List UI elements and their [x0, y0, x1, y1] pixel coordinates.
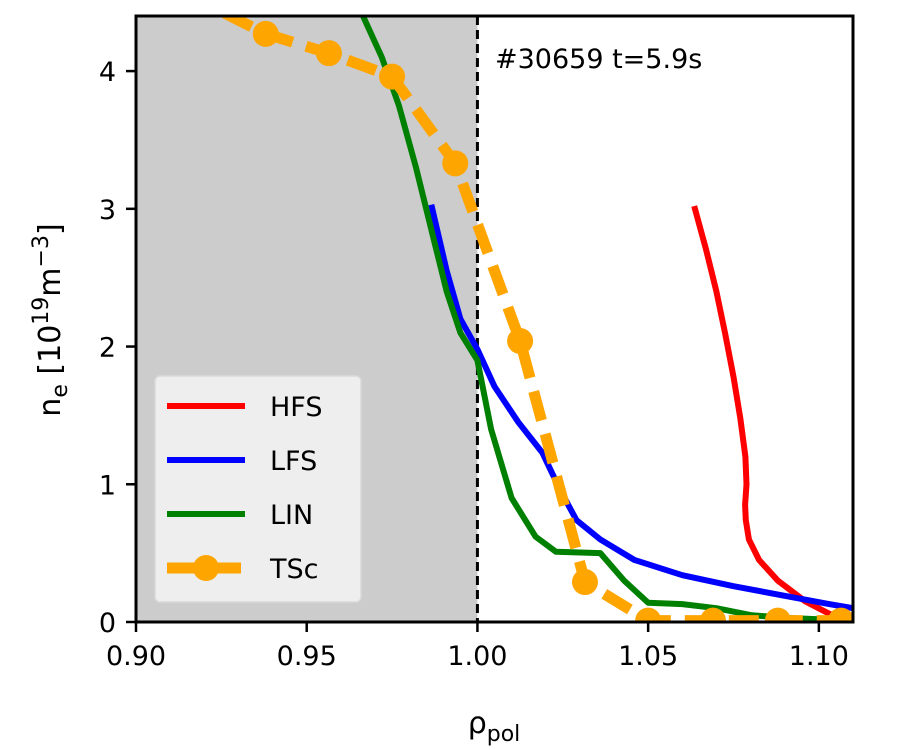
y-tick-label: 4 — [99, 57, 116, 88]
series-point-tsc — [828, 607, 853, 622]
series-line-hfs — [691, 205, 844, 622]
y-axis-label-exp2: −3 — [29, 235, 54, 267]
legend-entry-tsc: TSc — [167, 554, 318, 585]
x-tick-label: 1.10 — [789, 641, 849, 672]
y-axis-label-unit-suffix: ] — [33, 223, 68, 235]
legend-label: LIN — [270, 500, 313, 531]
x-tick-label: 1.00 — [447, 641, 507, 672]
legend: HFS LFS LIN TSc — [154, 375, 362, 603]
x-axis-label-main: ρ — [468, 706, 487, 741]
y-axis-label-unit-mid: m — [33, 267, 68, 296]
series-point-tsc — [379, 63, 406, 90]
y-axis-label-base: n — [33, 398, 68, 417]
legend-entry-hfs: HFS — [167, 392, 323, 423]
legend-entry-lin: LIN — [167, 500, 313, 531]
y-tick-label: 0 — [99, 608, 116, 639]
series-point-tsc — [507, 328, 534, 355]
series-point-tsc — [442, 150, 469, 177]
x-axis-label-sub: pol — [487, 722, 521, 747]
y-tick-label: 3 — [99, 195, 116, 226]
y-axis-label-exp1: 19 — [29, 297, 54, 325]
series-point-tsc — [571, 569, 598, 596]
x-axis-label: ρpol — [468, 706, 521, 747]
series-point-tsc — [315, 40, 342, 67]
axis-ticks: 0.90 0.95 1.00 1.05 1.10 0 1 2 3 4 — [99, 57, 849, 672]
legend-marker — [193, 555, 219, 581]
legend-box — [154, 375, 362, 603]
x-tick-label: 0.90 — [106, 641, 166, 672]
series-line-lin — [360, 16, 853, 622]
legend-label: LFS — [270, 446, 317, 477]
series-point-tsc — [635, 607, 662, 622]
legend-label: TSc — [269, 554, 318, 585]
legend-entry-lfs: LFS — [167, 446, 317, 477]
y-tick-label: 2 — [99, 333, 116, 364]
series-line-lfs — [428, 204, 853, 612]
series-point-tsc — [700, 607, 727, 622]
x-tick-label: 0.95 — [277, 641, 337, 672]
legend-label: HFS — [270, 392, 323, 423]
y-axis-label: ne [1019m−3] — [29, 223, 73, 416]
series-point-tsc — [252, 20, 279, 47]
y-axis-label-base-sub: e — [48, 384, 73, 398]
y-tick-label: 1 — [99, 470, 116, 501]
shot-annotation: #30659 t=5.9s — [495, 44, 702, 75]
x-tick-label: 1.05 — [618, 641, 678, 672]
plot-frame — [134, 14, 855, 624]
series-point-tsc — [764, 607, 791, 622]
y-axis-label-unit-prefix: [10 — [33, 325, 68, 384]
